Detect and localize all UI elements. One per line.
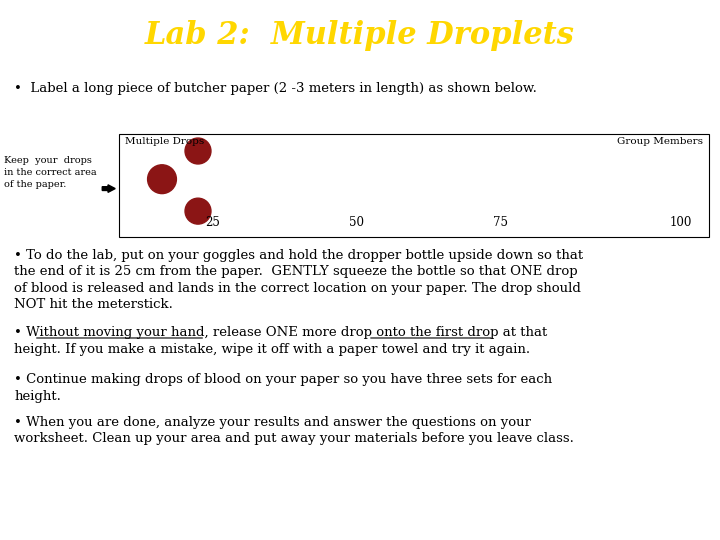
Text: Lab 2:  Multiple Droplets: Lab 2: Multiple Droplets — [145, 19, 575, 51]
Ellipse shape — [185, 138, 211, 164]
Text: 75: 75 — [493, 215, 508, 228]
Bar — [119, 133, 709, 237]
Text: 25: 25 — [205, 215, 220, 228]
Text: • Without moving your hand, release ONE more drop onto the first drop at that
he: • Without moving your hand, release ONE … — [14, 326, 548, 356]
Text: • To do the lab, put on your goggles and hold the dropper bottle upside down so : • To do the lab, put on your goggles and… — [14, 249, 583, 311]
Text: Keep  your  drops: Keep your drops — [4, 156, 91, 165]
Text: in the correct area: in the correct area — [4, 168, 96, 177]
Ellipse shape — [185, 198, 211, 224]
Text: Group Members: Group Members — [618, 137, 703, 146]
Text: 50: 50 — [349, 215, 364, 228]
FancyArrow shape — [102, 185, 115, 192]
Text: • When you are done, analyze your results and answer the questions on your
works: • When you are done, analyze your result… — [14, 415, 575, 445]
Text: 100: 100 — [669, 215, 692, 228]
Text: of the paper.: of the paper. — [4, 180, 66, 190]
Text: • Continue making drops of blood on your paper so you have three sets for each
h: • Continue making drops of blood on your… — [14, 373, 552, 403]
Text: Multiple Drops: Multiple Drops — [125, 137, 204, 146]
Text: •  Label a long piece of butcher paper (2 -3 meters in length) as shown below.: • Label a long piece of butcher paper (2… — [14, 82, 537, 95]
Ellipse shape — [148, 165, 176, 194]
